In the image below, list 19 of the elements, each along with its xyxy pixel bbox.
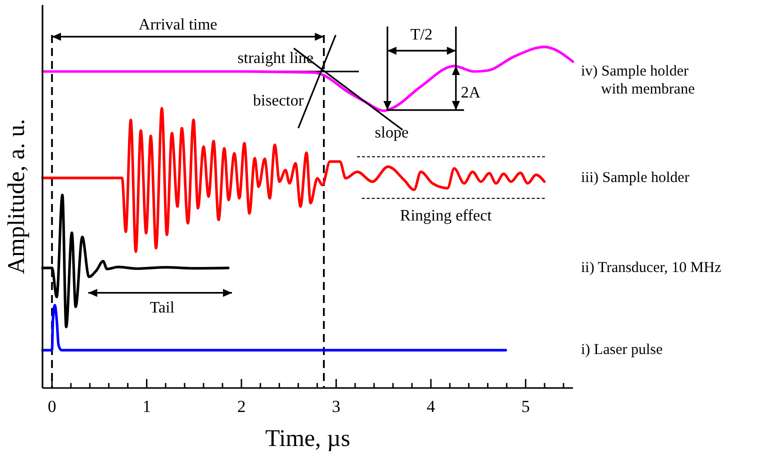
x-tick-label: 4 — [426, 397, 436, 416]
annotation: Ringing effect — [400, 208, 492, 225]
text: Arrival time — [138, 16, 218, 34]
text: iii) Sample holder — [581, 170, 690, 186]
text: T/2 — [410, 26, 433, 44]
annotation: Tail — [150, 299, 176, 316]
x-tick-label: 3 — [332, 397, 340, 416]
y-axis-title: Amplitude, a. u. — [4, 118, 30, 274]
annotation: 2A — [460, 84, 481, 102]
text: i) Laser pulse — [581, 342, 663, 358]
x-tick-label: 0 — [48, 397, 56, 416]
x-axis-title: Time, µs — [265, 426, 350, 452]
x-tick-label: 2 — [237, 397, 246, 416]
x-tick-label: 5 — [521, 397, 530, 416]
annotation: slope — [374, 124, 409, 142]
annotation: bisector — [253, 92, 304, 110]
text: ii) Transducer, 10 MHz — [581, 260, 722, 276]
x-tick-label: 1 — [142, 397, 151, 416]
series-label: iv) Sample holder with membrane — [581, 64, 696, 98]
